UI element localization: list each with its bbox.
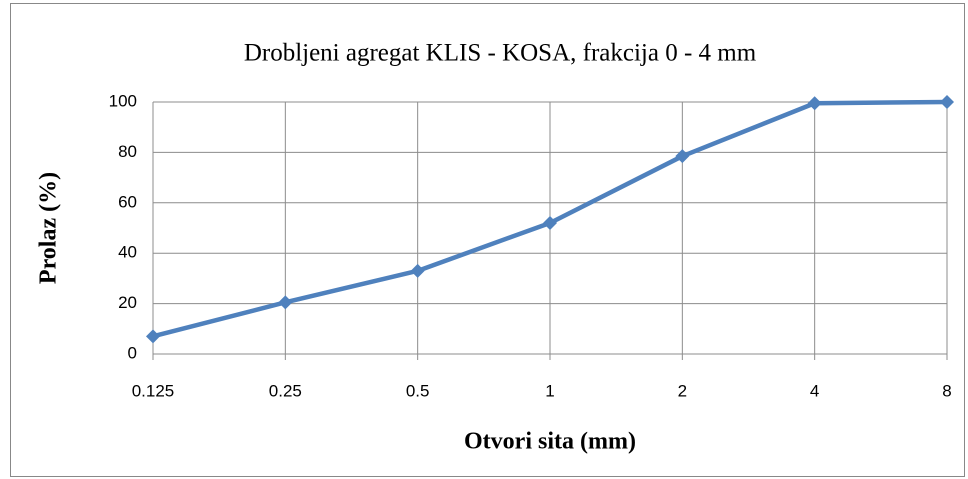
x-tick-label: 0.125 [132,381,175,400]
y-axis-label: Prolaz (%) [36,172,62,284]
y-tick-label: 60 [118,192,137,211]
x-tick-label: 2 [678,381,687,400]
chart-border [10,3,965,477]
x-tick-label: 0.25 [269,381,302,400]
chart-title: Drobljeni agregat KLIS - KOSA, frakcija … [244,40,757,67]
x-axis-label: Otvori sita (mm) [464,429,636,455]
y-tick-label: 0 [128,343,137,362]
data-point [410,263,425,278]
y-tick-label: 80 [118,142,137,161]
data-point [940,95,954,109]
data-point [278,295,293,310]
x-tick-label: 4 [810,381,819,400]
x-tick-label: 8 [942,381,951,400]
y-tick-label: 20 [118,293,137,312]
data-point [675,149,690,164]
data-point [807,96,822,111]
data-point [543,215,557,230]
y-tick-label: 40 [118,243,137,262]
y-tick-label: 100 [109,91,137,110]
x-tick-label: 1 [545,381,554,400]
x-tick-label: 0.5 [406,381,430,400]
data-point [146,329,160,344]
